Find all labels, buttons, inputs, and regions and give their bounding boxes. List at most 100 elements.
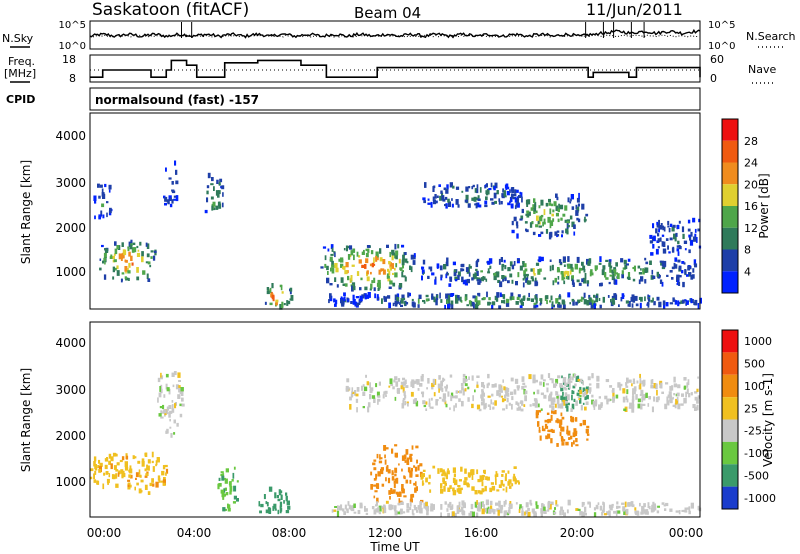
data-cell <box>457 295 460 301</box>
velocity-y-tick: 4000 <box>55 336 86 350</box>
data-cell <box>549 265 552 272</box>
data-cell <box>114 248 118 255</box>
data-cell <box>333 509 337 512</box>
data-cell <box>651 379 654 384</box>
data-cell <box>550 203 554 207</box>
data-cell <box>681 509 685 512</box>
data-cell <box>472 395 474 402</box>
data-cell <box>121 253 124 258</box>
data-cell <box>608 262 611 267</box>
data-cell <box>388 385 391 388</box>
data-cell <box>421 391 425 395</box>
data-cell <box>410 470 413 476</box>
data-cell <box>502 188 505 193</box>
data-cell <box>362 384 365 387</box>
data-cell <box>158 413 162 417</box>
data-cell <box>481 382 485 388</box>
data-cell <box>447 303 451 309</box>
data-cell <box>356 251 359 257</box>
data-cell <box>678 281 681 286</box>
data-cell <box>162 482 166 486</box>
data-cell <box>160 410 163 414</box>
velocity-colorbar-segment <box>722 374 738 398</box>
power-colorbar-segment <box>722 271 738 293</box>
data-cell <box>171 190 176 194</box>
data-cell <box>523 270 526 277</box>
data-cell <box>550 438 553 444</box>
data-cell <box>461 400 464 407</box>
data-cell <box>591 399 594 405</box>
data-cell <box>538 225 542 228</box>
data-cell <box>520 408 524 412</box>
data-cell <box>547 373 551 378</box>
data-cell <box>352 285 356 291</box>
data-cell <box>676 245 679 248</box>
data-cell <box>616 273 620 279</box>
data-cell <box>551 397 554 403</box>
data-cell <box>542 379 546 382</box>
data-cell <box>219 201 221 205</box>
data-cell <box>517 272 520 278</box>
data-cell <box>665 502 669 507</box>
data-cell <box>160 372 162 378</box>
data-cell <box>283 500 285 504</box>
data-cell <box>560 262 563 265</box>
data-cell <box>436 195 439 198</box>
data-cell <box>404 252 407 255</box>
data-cell <box>380 467 384 471</box>
data-cell <box>527 511 531 517</box>
data-cell <box>445 386 448 392</box>
data-cell <box>401 488 405 494</box>
data-cell <box>207 172 211 179</box>
data-cell <box>268 510 272 514</box>
data-cell <box>572 300 575 306</box>
data-cell <box>542 222 546 225</box>
data-cell <box>394 452 398 458</box>
data-cell <box>371 262 374 268</box>
data-cell <box>165 167 167 172</box>
data-cell <box>168 412 171 418</box>
data-cell <box>452 511 455 517</box>
data-cell <box>505 486 508 493</box>
data-cell <box>263 494 266 500</box>
data-cell <box>623 509 626 515</box>
data-cell <box>452 467 456 473</box>
data-cell <box>438 387 440 393</box>
data-cell <box>414 507 418 511</box>
data-cell <box>628 379 632 383</box>
data-cell <box>157 397 159 403</box>
data-cell <box>385 447 389 450</box>
data-cell <box>391 472 394 476</box>
data-cell <box>410 494 413 501</box>
data-cell <box>665 302 669 307</box>
data-cell <box>360 277 363 281</box>
data-cell <box>581 512 585 517</box>
data-cell <box>141 458 145 463</box>
data-cell <box>633 386 637 392</box>
data-cell <box>586 438 589 441</box>
data-cell <box>535 277 537 282</box>
data-cell <box>684 248 687 251</box>
data-cell <box>519 504 522 509</box>
power-y-tick: 4000 <box>55 129 86 143</box>
data-cell <box>165 430 168 434</box>
data-cell <box>511 229 515 234</box>
data-cell <box>687 219 691 224</box>
data-cell <box>233 495 237 500</box>
data-cell <box>163 409 167 414</box>
data-cell <box>375 501 378 506</box>
freq-label-line1: Freq. <box>8 55 35 68</box>
data-cell <box>575 508 579 511</box>
data-cell <box>367 402 371 408</box>
data-cell <box>451 198 453 201</box>
data-cell <box>548 429 551 433</box>
data-cell <box>558 205 562 208</box>
data-cell <box>544 425 549 429</box>
data-cell <box>594 399 598 405</box>
data-cell <box>459 487 463 491</box>
data-cell <box>543 509 547 514</box>
data-cell <box>458 501 461 507</box>
data-cell <box>656 271 659 277</box>
data-cell <box>510 196 513 202</box>
data-cell <box>632 296 635 301</box>
